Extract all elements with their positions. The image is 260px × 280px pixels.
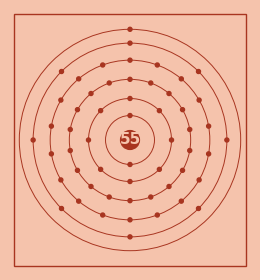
Circle shape [75,168,80,172]
Circle shape [155,63,159,67]
Circle shape [107,195,111,199]
Circle shape [149,81,153,85]
Circle shape [128,235,132,239]
Circle shape [60,206,63,211]
Circle shape [77,77,81,81]
Circle shape [197,206,200,211]
Bar [14,14,246,266]
Circle shape [59,178,63,182]
Circle shape [157,109,161,113]
Circle shape [75,108,80,112]
Circle shape [197,98,201,102]
Circle shape [188,149,192,153]
Circle shape [128,41,132,45]
Circle shape [99,109,103,113]
Circle shape [89,92,93,95]
Circle shape [87,138,90,142]
Circle shape [167,185,171,188]
Circle shape [157,167,161,171]
Circle shape [128,97,132,101]
Circle shape [107,81,111,85]
Circle shape [167,92,171,95]
Circle shape [59,98,63,102]
Circle shape [128,77,132,81]
Circle shape [179,77,183,81]
Circle shape [180,168,185,172]
Circle shape [128,199,132,203]
Circle shape [49,124,53,128]
Circle shape [77,199,81,203]
Circle shape [207,124,211,128]
Circle shape [207,152,211,156]
Circle shape [99,167,103,171]
Circle shape [225,138,229,142]
Circle shape [149,195,153,199]
Circle shape [197,178,201,182]
Circle shape [31,138,35,142]
Circle shape [128,179,132,183]
Circle shape [128,218,132,222]
Circle shape [170,138,173,142]
Circle shape [68,127,72,131]
Circle shape [179,199,183,203]
Circle shape [89,185,93,188]
Circle shape [49,152,53,156]
Circle shape [128,27,132,31]
Circle shape [128,58,132,62]
Circle shape [128,162,132,167]
Circle shape [128,113,132,118]
Circle shape [155,213,159,217]
Circle shape [180,108,185,112]
Circle shape [188,127,192,131]
Circle shape [101,63,105,67]
Circle shape [101,213,105,217]
Circle shape [197,69,200,74]
Circle shape [60,69,63,74]
Circle shape [68,149,72,153]
Text: 55: 55 [119,132,141,148]
Circle shape [121,130,139,150]
